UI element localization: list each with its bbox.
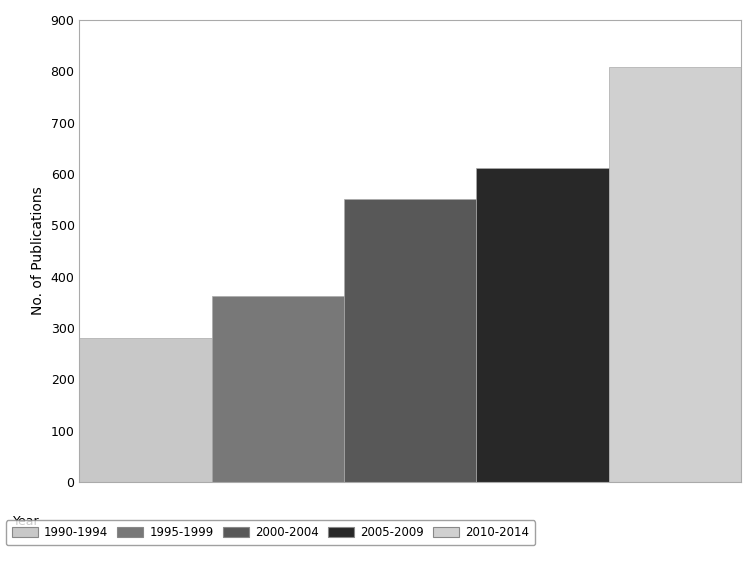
Legend: 1990-1994, 1995-1999, 2000-2004, 2005-2009, 2010-2014: 1990-1994, 1995-1999, 2000-2004, 2005-20… — [6, 520, 535, 545]
Bar — [609, 67, 741, 482]
Text: Year: Year — [14, 515, 40, 528]
Bar — [79, 338, 212, 482]
Y-axis label: No. of Publications: No. of Publications — [31, 187, 45, 315]
Bar — [344, 199, 476, 482]
Bar — [476, 168, 609, 482]
Bar — [212, 296, 344, 482]
